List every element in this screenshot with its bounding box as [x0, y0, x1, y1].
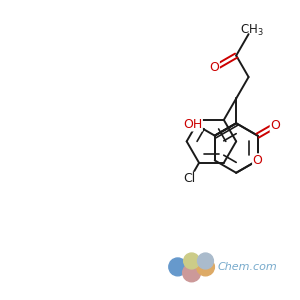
Text: Chem.com: Chem.com [218, 262, 277, 272]
Circle shape [183, 264, 200, 282]
Text: O: O [270, 119, 280, 132]
Circle shape [196, 258, 214, 276]
Text: OH: OH [183, 118, 202, 131]
Text: Cl: Cl [183, 172, 195, 185]
Circle shape [198, 253, 213, 269]
Text: CH$_3$: CH$_3$ [240, 22, 263, 38]
Text: O: O [209, 61, 219, 74]
Text: O: O [253, 154, 262, 167]
Circle shape [169, 258, 187, 276]
Circle shape [184, 253, 200, 269]
